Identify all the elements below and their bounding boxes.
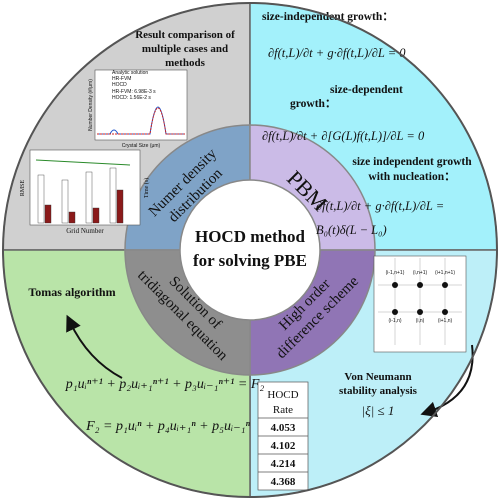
table-header: Rate bbox=[273, 404, 293, 416]
node-label: (i,n+1) bbox=[413, 270, 428, 276]
center-title: for solving PBE bbox=[193, 251, 307, 270]
pbm-heading: growth： bbox=[290, 98, 336, 110]
inset-plot bbox=[94, 69, 188, 141]
pbm-heading: size-dependent bbox=[330, 84, 403, 96]
table-cell: 4.368 bbox=[271, 476, 296, 488]
node bbox=[417, 309, 423, 315]
bar-shape bbox=[109, 167, 117, 224]
equation: F₂ = p₁uᵢⁿ + p₄uᵢ₊₁ⁿ + p₅uᵢ₋₁ⁿ bbox=[85, 419, 250, 434]
legend-entry: HR-FVM bbox=[112, 76, 131, 82]
equation: ∂f(t,L)/∂t + g·∂f(t,L)/∂L = 0 bbox=[268, 46, 406, 60]
table-header: HOCD bbox=[267, 389, 298, 401]
table-cell: 4.214 bbox=[271, 458, 296, 470]
axis-label: Grid Number bbox=[66, 227, 104, 235]
axis-label: Number Density (#/μm) bbox=[88, 79, 94, 131]
equation: ∂f(t,L)/∂t + ∂[G(L)f(t,L)]/∂L = 0 bbox=[262, 129, 425, 143]
inset-line bbox=[35, 159, 131, 166]
bar-shape bbox=[92, 207, 100, 224]
axis-label: Crystal Size (μm) bbox=[122, 143, 161, 149]
node-label: (i+1,n+1) bbox=[435, 270, 455, 276]
node-label: (i,n) bbox=[416, 318, 425, 324]
node-label: (i+1,n) bbox=[438, 318, 453, 324]
node bbox=[392, 309, 398, 315]
bar-shape bbox=[85, 171, 93, 224]
node-label: (i-1,n) bbox=[388, 318, 401, 324]
stability-condition: |ξ| ≤ 1 bbox=[362, 403, 395, 418]
legend-entry: HOCD bbox=[112, 82, 127, 88]
algorithm-label: Tomas algorithm bbox=[28, 285, 115, 299]
inner-ring bbox=[124, 124, 376, 376]
node bbox=[442, 309, 448, 315]
results-title: methods bbox=[165, 57, 205, 69]
pbm-heading: size-independent growth： bbox=[262, 11, 394, 23]
pbm-heading: with nucleation： bbox=[368, 171, 455, 183]
results-title: multiple cases and bbox=[142, 43, 228, 55]
rate-table bbox=[257, 381, 309, 491]
table-cell: 4.053 bbox=[271, 422, 296, 434]
bar-shape bbox=[116, 189, 124, 224]
legend-entry: Analytic solution bbox=[112, 70, 148, 76]
axis-label: Time (s) bbox=[143, 178, 150, 198]
timing-note: HOCD: 1.56E-2 s bbox=[112, 95, 151, 101]
table-cell: 4.102 bbox=[271, 440, 296, 452]
stability-label: Von Neumann bbox=[344, 371, 411, 383]
equation: B₀(t)δ(L − L₀) bbox=[316, 223, 387, 237]
equation: p₁uᵢⁿ⁺¹ + p₂uᵢ₊₁ⁿ⁺¹ + p₃uᵢ₋₁ⁿ⁺¹ = F₂ bbox=[65, 377, 265, 392]
results-title: Result comparison of bbox=[135, 29, 235, 41]
stencil-nodes bbox=[392, 282, 448, 315]
inset-curve bbox=[97, 107, 185, 135]
equation: ∂f(t,L)/∂t + g·∂f(t,L)/∂L = bbox=[316, 199, 444, 213]
node-label: (i-1,n+1) bbox=[386, 270, 405, 276]
arrow bbox=[66, 314, 123, 379]
timing-note: HR-FVM: 6.98E-3 s bbox=[112, 89, 156, 95]
pbm-heading: size independent growth bbox=[352, 156, 472, 168]
inset-bars bbox=[37, 167, 124, 224]
stability-label: stability analysis bbox=[339, 385, 418, 397]
bar-shape bbox=[44, 204, 52, 224]
node bbox=[442, 282, 448, 288]
bar-shape bbox=[61, 179, 69, 224]
axis-label: RMSE bbox=[20, 179, 26, 196]
center-circle bbox=[179, 179, 321, 321]
node bbox=[417, 282, 423, 288]
center-title: HOCD method bbox=[195, 227, 306, 246]
bar-shape bbox=[68, 211, 76, 224]
node bbox=[392, 282, 398, 288]
bar-shape bbox=[37, 174, 45, 224]
